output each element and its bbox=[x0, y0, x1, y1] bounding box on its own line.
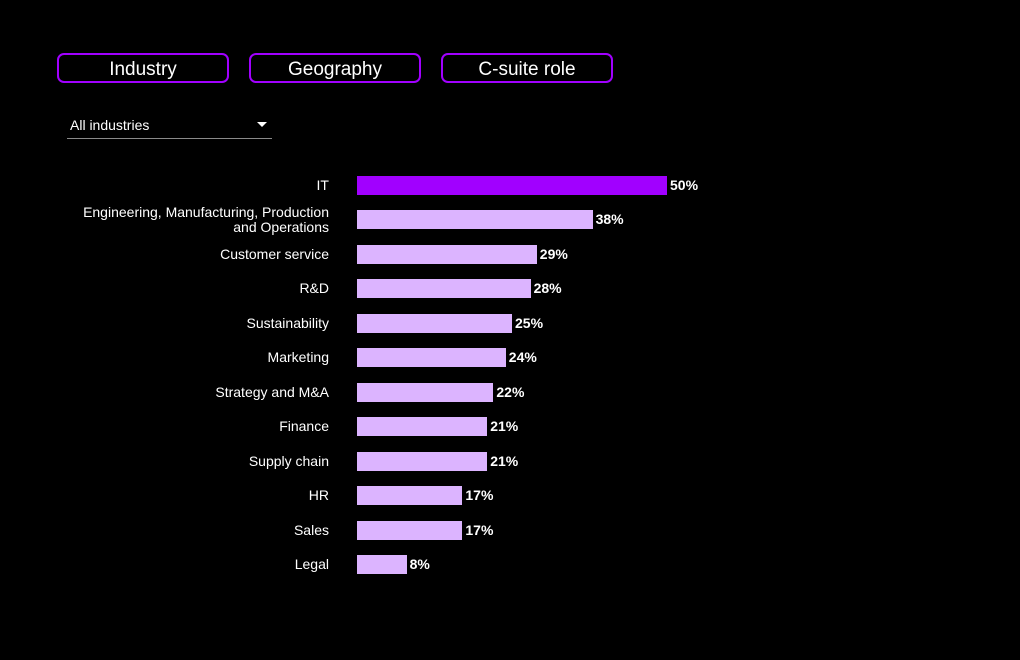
value-label: 24% bbox=[508, 349, 537, 365]
bar bbox=[357, 382, 494, 402]
category-label-line: Engineering, Manufacturing, Production bbox=[83, 203, 329, 220]
value-label: 38% bbox=[595, 211, 624, 227]
category-label-line: Supply chain bbox=[248, 452, 329, 469]
category-label-line: HR bbox=[308, 487, 329, 503]
value-label: 29% bbox=[539, 245, 568, 262]
value-label: 17% bbox=[465, 487, 494, 503]
value-label: 21% bbox=[490, 418, 519, 434]
category-label: Customer service bbox=[40, 245, 329, 262]
category-label: R&D bbox=[40, 281, 329, 296]
tab-c-suite-role[interactable]: C-suite role bbox=[441, 53, 613, 83]
category-label-line: Sales bbox=[293, 521, 329, 538]
category-label-line: R&D bbox=[299, 280, 329, 296]
industry-dropdown[interactable]: All industries bbox=[67, 111, 272, 139]
value-label: 17% bbox=[465, 521, 494, 538]
category-label-line: IT bbox=[316, 176, 329, 193]
category-label: Legal bbox=[40, 557, 329, 572]
value-label: 21% bbox=[490, 452, 519, 469]
category-label-line: Sustainability bbox=[246, 314, 330, 331]
category-label: Sustainability bbox=[40, 314, 330, 331]
category-label-line: Marketing bbox=[267, 349, 329, 365]
category-label: Finance bbox=[40, 419, 329, 434]
value-label: 8% bbox=[409, 556, 430, 572]
bar bbox=[357, 486, 463, 505]
bar bbox=[357, 210, 593, 229]
category-label-line: Legal bbox=[294, 556, 329, 572]
bar bbox=[357, 279, 531, 298]
bar bbox=[357, 244, 537, 264]
bar bbox=[357, 417, 488, 436]
tab-geography[interactable]: Geography bbox=[249, 53, 421, 83]
bar bbox=[357, 451, 488, 471]
category-label: Sales bbox=[40, 521, 329, 538]
bar bbox=[357, 175, 667, 195]
bar bbox=[357, 520, 463, 540]
tab-industry[interactable]: Industry bbox=[57, 53, 229, 83]
category-label-line: Customer service bbox=[220, 245, 329, 262]
category-label: Supply chain bbox=[40, 452, 329, 469]
bar bbox=[357, 348, 506, 367]
category-label: Marketing bbox=[40, 350, 329, 365]
category-label-line: Strategy and M&A bbox=[215, 383, 329, 400]
bar bbox=[357, 555, 407, 574]
caret-down-icon bbox=[257, 122, 267, 127]
category-label: IT bbox=[40, 176, 329, 193]
bar bbox=[357, 313, 512, 333]
value-label: 50% bbox=[670, 176, 699, 193]
category-label: Engineering, Manufacturing, Production an… bbox=[40, 203, 329, 235]
category-label-line: Finance bbox=[279, 418, 329, 434]
value-label: 28% bbox=[533, 280, 562, 296]
dropdown-selected-value: All industries bbox=[70, 117, 150, 133]
category-label-line: and Operations bbox=[233, 218, 329, 235]
category-label: HR bbox=[40, 488, 329, 503]
value-label: 22% bbox=[496, 383, 525, 400]
category-label: Strategy and M&A bbox=[40, 383, 329, 400]
value-label: 25% bbox=[515, 314, 544, 331]
